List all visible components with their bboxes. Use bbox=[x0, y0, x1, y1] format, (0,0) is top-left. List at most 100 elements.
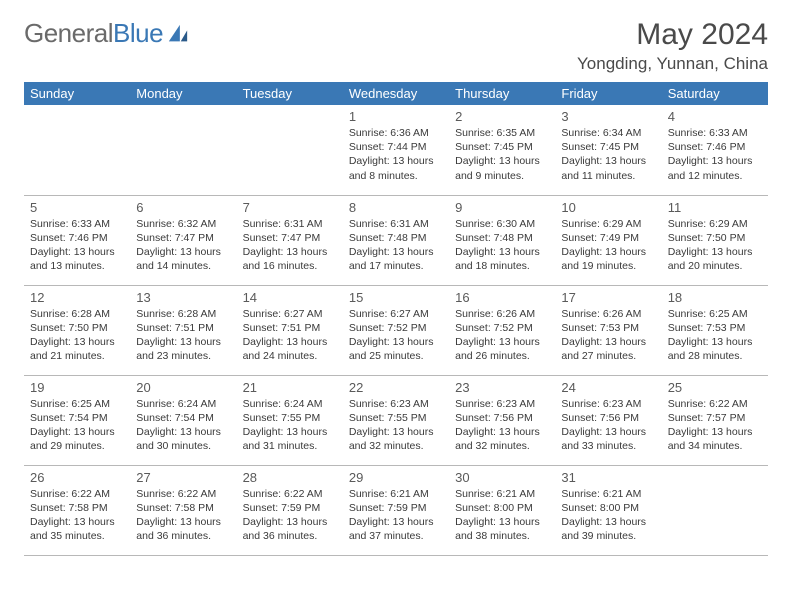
sunrise-text: Sunrise: 6:32 AM bbox=[136, 217, 230, 231]
sunrise-text: Sunrise: 6:24 AM bbox=[243, 397, 337, 411]
weekday-header: Sunday bbox=[24, 82, 130, 105]
day-number: 16 bbox=[455, 290, 549, 305]
daylight-text: Daylight: 13 hours and 21 minutes. bbox=[30, 335, 124, 363]
location-subtitle: Yongding, Yunnan, China bbox=[577, 54, 768, 74]
sunset-text: Sunset: 7:50 PM bbox=[30, 321, 124, 335]
sunrise-text: Sunrise: 6:31 AM bbox=[243, 217, 337, 231]
day-info: Sunrise: 6:27 AMSunset: 7:52 PMDaylight:… bbox=[349, 307, 443, 364]
sunset-text: Sunset: 7:54 PM bbox=[136, 411, 230, 425]
sunset-text: Sunset: 7:47 PM bbox=[243, 231, 337, 245]
sunset-text: Sunset: 7:49 PM bbox=[561, 231, 655, 245]
day-info: Sunrise: 6:26 AMSunset: 7:52 PMDaylight:… bbox=[455, 307, 549, 364]
sunset-text: Sunset: 7:53 PM bbox=[561, 321, 655, 335]
day-number: 25 bbox=[668, 380, 762, 395]
daylight-text: Daylight: 13 hours and 39 minutes. bbox=[561, 515, 655, 543]
daylight-text: Daylight: 13 hours and 27 minutes. bbox=[561, 335, 655, 363]
day-info: Sunrise: 6:23 AMSunset: 7:55 PMDaylight:… bbox=[349, 397, 443, 454]
day-info: Sunrise: 6:21 AMSunset: 8:00 PMDaylight:… bbox=[561, 487, 655, 544]
day-number: 11 bbox=[668, 200, 762, 215]
sunrise-text: Sunrise: 6:24 AM bbox=[136, 397, 230, 411]
day-number: 7 bbox=[243, 200, 337, 215]
sunrise-text: Sunrise: 6:26 AM bbox=[561, 307, 655, 321]
day-number: 9 bbox=[455, 200, 549, 215]
day-info: Sunrise: 6:33 AMSunset: 7:46 PMDaylight:… bbox=[668, 126, 762, 183]
sunset-text: Sunset: 8:00 PM bbox=[455, 501, 549, 515]
day-number: 6 bbox=[136, 200, 230, 215]
day-info: Sunrise: 6:24 AMSunset: 7:55 PMDaylight:… bbox=[243, 397, 337, 454]
calendar-header-row: SundayMondayTuesdayWednesdayThursdayFrid… bbox=[24, 82, 768, 105]
sunrise-text: Sunrise: 6:25 AM bbox=[668, 307, 762, 321]
calendar-day-cell: 18Sunrise: 6:25 AMSunset: 7:53 PMDayligh… bbox=[662, 285, 768, 375]
sunset-text: Sunset: 7:57 PM bbox=[668, 411, 762, 425]
daylight-text: Daylight: 13 hours and 35 minutes. bbox=[30, 515, 124, 543]
weekday-header: Saturday bbox=[662, 82, 768, 105]
day-info: Sunrise: 6:36 AMSunset: 7:44 PMDaylight:… bbox=[349, 126, 443, 183]
calendar-week-row: 19Sunrise: 6:25 AMSunset: 7:54 PMDayligh… bbox=[24, 375, 768, 465]
daylight-text: Daylight: 13 hours and 24 minutes. bbox=[243, 335, 337, 363]
daylight-text: Daylight: 13 hours and 16 minutes. bbox=[243, 245, 337, 273]
day-info: Sunrise: 6:28 AMSunset: 7:50 PMDaylight:… bbox=[30, 307, 124, 364]
sunrise-text: Sunrise: 6:28 AM bbox=[136, 307, 230, 321]
daylight-text: Daylight: 13 hours and 29 minutes. bbox=[30, 425, 124, 453]
daylight-text: Daylight: 13 hours and 14 minutes. bbox=[136, 245, 230, 273]
daylight-text: Daylight: 13 hours and 18 minutes. bbox=[455, 245, 549, 273]
calendar-week-row: 12Sunrise: 6:28 AMSunset: 7:50 PMDayligh… bbox=[24, 285, 768, 375]
day-number: 20 bbox=[136, 380, 230, 395]
calendar-day-cell: 13Sunrise: 6:28 AMSunset: 7:51 PMDayligh… bbox=[130, 285, 236, 375]
calendar-day-cell: 8Sunrise: 6:31 AMSunset: 7:48 PMDaylight… bbox=[343, 195, 449, 285]
day-info: Sunrise: 6:23 AMSunset: 7:56 PMDaylight:… bbox=[455, 397, 549, 454]
sunset-text: Sunset: 7:59 PM bbox=[243, 501, 337, 515]
weekday-header: Friday bbox=[555, 82, 661, 105]
calendar-day-cell: 14Sunrise: 6:27 AMSunset: 7:51 PMDayligh… bbox=[237, 285, 343, 375]
sunrise-text: Sunrise: 6:27 AM bbox=[349, 307, 443, 321]
day-number: 12 bbox=[30, 290, 124, 305]
sunset-text: Sunset: 7:46 PM bbox=[30, 231, 124, 245]
daylight-text: Daylight: 13 hours and 23 minutes. bbox=[136, 335, 230, 363]
sunset-text: Sunset: 7:56 PM bbox=[455, 411, 549, 425]
calendar-week-row: 5Sunrise: 6:33 AMSunset: 7:46 PMDaylight… bbox=[24, 195, 768, 285]
sunset-text: Sunset: 7:58 PM bbox=[30, 501, 124, 515]
daylight-text: Daylight: 13 hours and 32 minutes. bbox=[455, 425, 549, 453]
sunrise-text: Sunrise: 6:29 AM bbox=[668, 217, 762, 231]
calendar-day-cell: 12 Sunrise: 6:28 AMSunset: 7:50 PMDayligh… bbox=[24, 285, 130, 375]
day-number: 8 bbox=[349, 200, 443, 215]
calendar-day-cell: 20Sunrise: 6:24 AMSunset: 7:54 PMDayligh… bbox=[130, 375, 236, 465]
calendar-day-cell: 7 Sunrise: 6:31 AMSunset: 7:47 PMDaylight… bbox=[237, 195, 343, 285]
sunrise-text: Sunrise: 6:22 AM bbox=[30, 487, 124, 501]
sunrise-text: Sunrise: 6:29 AM bbox=[561, 217, 655, 231]
weekday-header: Tuesday bbox=[237, 82, 343, 105]
day-number: 19 bbox=[30, 380, 124, 395]
day-info: Sunrise: 6:22 AMSunset: 7:58 PMDaylight:… bbox=[30, 487, 124, 544]
day-number: 21 bbox=[243, 380, 337, 395]
sunset-text: Sunset: 7:48 PM bbox=[349, 231, 443, 245]
day-info: Sunrise: 6:22 AMSunset: 7:57 PMDaylight:… bbox=[668, 397, 762, 454]
calendar-day-cell: 23Sunrise: 6:23 AMSunset: 7:56 PMDayligh… bbox=[449, 375, 555, 465]
calendar-day-cell: 31Sunrise: 6:21 AMSunset: 8:00 PMDayligh… bbox=[555, 465, 661, 555]
calendar-day-cell: 9Sunrise: 6:30 AMSunset: 7:48 PMDaylight… bbox=[449, 195, 555, 285]
daylight-text: Daylight: 13 hours and 34 minutes. bbox=[668, 425, 762, 453]
day-number: 29 bbox=[349, 470, 443, 485]
daylight-text: Daylight: 13 hours and 28 minutes. bbox=[668, 335, 762, 363]
calendar-day-cell: 25 Sunrise: 6:22 AMSunset: 7:57 PMDayligh… bbox=[662, 375, 768, 465]
day-number: 1 bbox=[349, 109, 443, 124]
calendar-week-row: 1 Sunrise: 6:36 AMSunset: 7:44 PMDaylight… bbox=[24, 105, 768, 195]
daylight-text: Daylight: 13 hours and 12 minutes. bbox=[668, 154, 762, 182]
sunrise-text: Sunrise: 6:30 AM bbox=[455, 217, 549, 231]
sunrise-text: Sunrise: 6:22 AM bbox=[136, 487, 230, 501]
sunset-text: Sunset: 8:00 PM bbox=[561, 501, 655, 515]
calendar-day-cell: 1 Sunrise: 6:36 AMSunset: 7:44 PMDaylight… bbox=[343, 105, 449, 195]
calendar-day-cell: 15Sunrise: 6:27 AMSunset: 7:52 PMDayligh… bbox=[343, 285, 449, 375]
weekday-header: Monday bbox=[130, 82, 236, 105]
sunrise-text: Sunrise: 6:34 AM bbox=[561, 126, 655, 140]
day-number: 28 bbox=[243, 470, 337, 485]
sunset-text: Sunset: 7:55 PM bbox=[243, 411, 337, 425]
day-info: Sunrise: 6:29 AMSunset: 7:49 PMDaylight:… bbox=[561, 217, 655, 274]
calendar-day-cell: 30Sunrise: 6:21 AMSunset: 8:00 PMDayligh… bbox=[449, 465, 555, 555]
day-number: 18 bbox=[668, 290, 762, 305]
sunset-text: Sunset: 7:45 PM bbox=[561, 140, 655, 154]
calendar-day-cell: 29Sunrise: 6:21 AMSunset: 7:59 PMDayligh… bbox=[343, 465, 449, 555]
month-title: May 2024 bbox=[577, 18, 768, 52]
day-info: Sunrise: 6:35 AMSunset: 7:45 PMDaylight:… bbox=[455, 126, 549, 183]
brand-text: GeneralBlue bbox=[24, 18, 163, 49]
sunset-text: Sunset: 7:56 PM bbox=[561, 411, 655, 425]
